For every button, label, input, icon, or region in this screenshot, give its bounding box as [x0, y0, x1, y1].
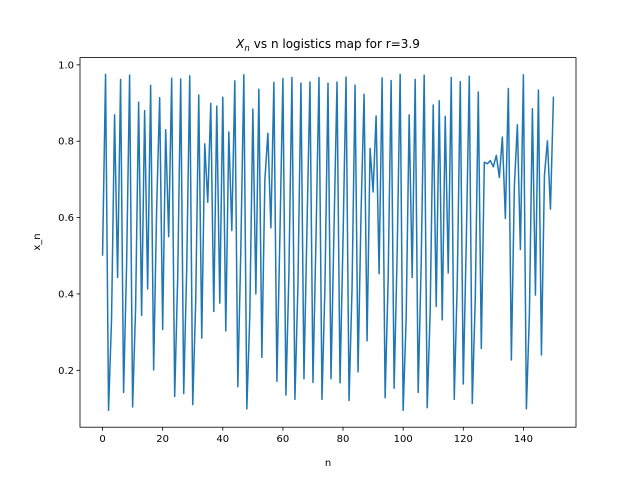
chart-title: Xn vs n logistics map for r=3.9 [235, 37, 420, 54]
data-line [101, 73, 555, 412]
x-axis-label: n [325, 458, 331, 469]
y-tick-label: 0.4 [58, 289, 74, 300]
y-tick-label: 0.8 [58, 137, 74, 148]
x-tick-label: 80 [337, 434, 350, 445]
y-tick-label: 0.6 [58, 213, 74, 224]
y-tick-label: 0.2 [58, 366, 74, 377]
x-tick-label: 40 [216, 434, 229, 445]
x-tick-label: 60 [277, 434, 290, 445]
x-tick-label: 0 [99, 434, 105, 445]
plot-frame [79, 57, 577, 428]
y-axis-label: x_n [32, 233, 43, 250]
x-tick-label: 20 [156, 434, 169, 445]
y-tick-label: 1.0 [58, 60, 74, 71]
x-tick-label: 120 [454, 434, 473, 445]
title-subscript: n [244, 44, 249, 54]
x-tick-label: 140 [514, 434, 533, 445]
title-text: vs n logistics map for r=3.9 [254, 37, 420, 51]
x-tick-label: 100 [394, 434, 413, 445]
title-symbol: X [235, 37, 245, 51]
